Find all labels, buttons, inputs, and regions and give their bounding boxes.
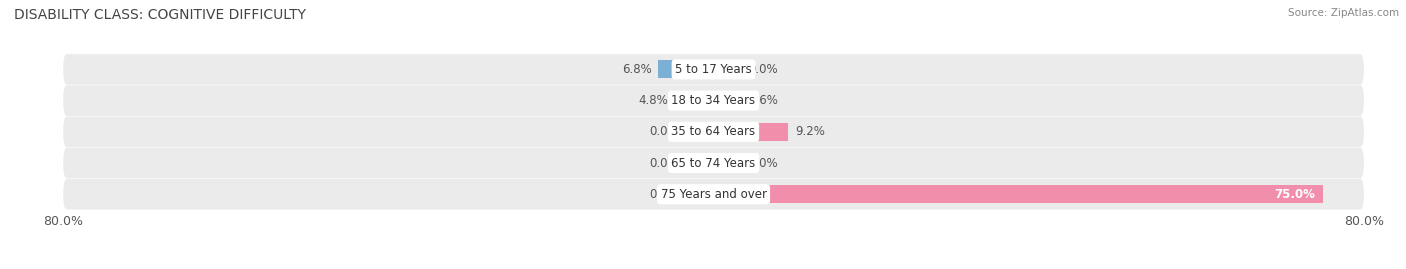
Bar — [685, 185, 713, 203]
Text: 0.0%: 0.0% — [650, 125, 679, 138]
Legend: Male, Female: Male, Female — [654, 267, 773, 269]
Bar — [713, 91, 742, 110]
Text: 4.8%: 4.8% — [638, 94, 668, 107]
Text: 5 to 17 Years: 5 to 17 Years — [675, 63, 752, 76]
Bar — [685, 154, 713, 172]
FancyBboxPatch shape — [63, 85, 1364, 116]
Text: 0.0%: 0.0% — [748, 157, 778, 169]
Text: 35 to 64 Years: 35 to 64 Years — [672, 125, 755, 138]
FancyBboxPatch shape — [63, 148, 1364, 178]
Bar — [713, 60, 742, 79]
Text: 75.0%: 75.0% — [1274, 188, 1315, 201]
Text: 65 to 74 Years: 65 to 74 Years — [672, 157, 755, 169]
Bar — [658, 60, 713, 79]
Text: 9.2%: 9.2% — [794, 125, 825, 138]
Text: 0.0%: 0.0% — [650, 188, 679, 201]
Bar — [675, 91, 713, 110]
Text: 0.0%: 0.0% — [748, 63, 778, 76]
Text: DISABILITY CLASS: COGNITIVE DIFFICULTY: DISABILITY CLASS: COGNITIVE DIFFICULTY — [14, 8, 307, 22]
Bar — [713, 123, 789, 141]
FancyBboxPatch shape — [63, 179, 1364, 210]
Bar — [713, 154, 742, 172]
Bar — [685, 123, 713, 141]
Text: 18 to 34 Years: 18 to 34 Years — [672, 94, 755, 107]
FancyBboxPatch shape — [63, 116, 1364, 147]
Text: 75 Years and over: 75 Years and over — [661, 188, 766, 201]
Text: 0.0%: 0.0% — [650, 157, 679, 169]
Text: Source: ZipAtlas.com: Source: ZipAtlas.com — [1288, 8, 1399, 18]
FancyBboxPatch shape — [63, 54, 1364, 85]
Bar — [713, 185, 1323, 203]
Text: 6.8%: 6.8% — [621, 63, 652, 76]
Text: 1.6%: 1.6% — [748, 94, 779, 107]
